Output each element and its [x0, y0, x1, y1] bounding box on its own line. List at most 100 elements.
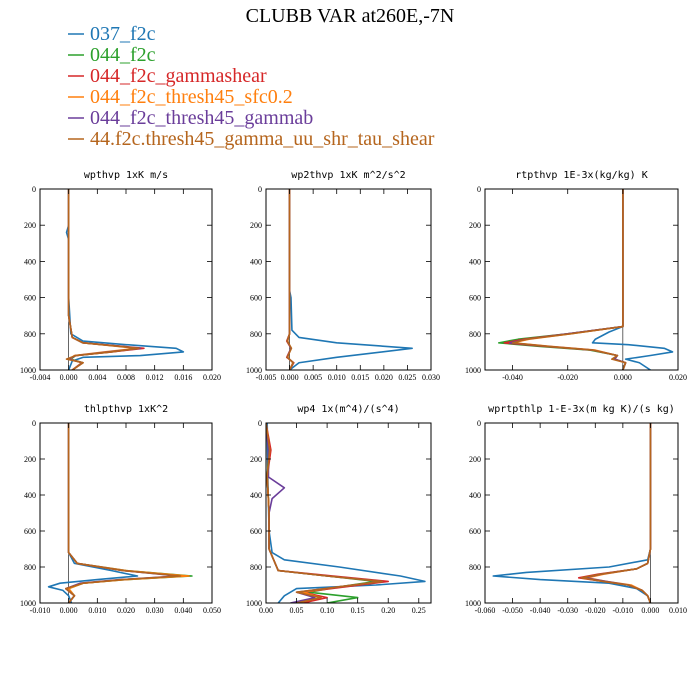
series-group [492, 423, 652, 603]
legend: 037_f2c044_f2c044_f2c_gammashear044_f2c_… [68, 23, 435, 150]
series-line-1 [266, 423, 426, 603]
series-line-4 [586, 423, 652, 603]
series-line-6 [65, 189, 140, 370]
x-tick-label: 0.00 [259, 606, 273, 615]
plot-frame [265, 422, 432, 604]
y-tick-label: 400 [469, 257, 481, 266]
x-tick-label: 0.010 [88, 606, 106, 615]
y-tick-label: 0 [258, 185, 262, 194]
y-tick-label: 0 [477, 185, 481, 194]
series-group [285, 189, 413, 370]
x-tick-label: -0.030 [557, 606, 578, 615]
y-tick-label: 0 [477, 419, 481, 428]
x-tick-label: 0.010 [669, 606, 687, 615]
y-tick-label: 200 [469, 221, 481, 230]
panel-title: wpthvp 1xK m/s [84, 170, 168, 181]
y-tick-label: 600 [469, 294, 481, 303]
x-tick-label: 0.010 [328, 373, 346, 382]
series-line-1 [591, 189, 674, 370]
x-tick-label: 0.005 [304, 373, 322, 382]
y-tick-label: 400 [250, 257, 262, 266]
legend-item: 044_f2c_thresh45_gammab [68, 107, 313, 129]
plot-frame [484, 188, 679, 371]
plot-frame [484, 422, 679, 604]
legend-item: 037_f2c [68, 23, 156, 45]
series-line-5 [65, 423, 179, 603]
x-tick-label: 0.050 [203, 606, 221, 615]
y-tick-label: 400 [24, 257, 36, 266]
y-tick-label: 0 [32, 419, 36, 428]
y-tick-label: 600 [24, 294, 36, 303]
y-tick-label: 200 [24, 455, 36, 464]
y-tick-label: 800 [469, 330, 481, 339]
series-line-6 [65, 423, 182, 603]
x-tick-label: -0.040 [502, 373, 523, 382]
y-tick-label: 600 [24, 527, 36, 536]
y-tick-label: 800 [469, 563, 481, 572]
series-line-6 [286, 189, 295, 370]
x-tick-label: -0.060 [475, 606, 496, 615]
panel-5: wp4 1x(m^4)/(s^4) 0.00 0.05 0.10 0.15 0.20 0.2… [246, 404, 432, 615]
series-line-4 [511, 189, 627, 370]
series-group [65, 189, 185, 370]
y-tick-label: 400 [24, 491, 36, 500]
legend-label: 044_f2c_thresh45_gammab [90, 107, 313, 129]
y-tick-label: 200 [469, 455, 481, 464]
x-tick-label: 0.030 [146, 606, 164, 615]
x-tick-label: 0.05 [290, 606, 304, 615]
x-tick-label: 0.20 [381, 606, 395, 615]
series-group [266, 423, 426, 603]
panel-6: wprtpthlp 1-E-3x(m kg K)/(s kg) -0.060 -0.… [465, 404, 687, 615]
panel-title: thlpthvp 1xK^2 [84, 404, 168, 415]
panel-4: thlpthvp 1xK^2 -0.010 0.000 0.010 0.020 0.030… [20, 404, 221, 615]
panel-title: wp2thvp 1xK m^2/s^2 [291, 170, 405, 181]
y-tick-label: 0 [32, 185, 36, 194]
y-tick-label: 600 [250, 527, 262, 536]
y-tick-label: 600 [469, 527, 481, 536]
plot-frame [39, 188, 213, 371]
x-tick-label: -0.005 [256, 373, 277, 382]
x-tick-label: 0.10 [320, 606, 334, 615]
x-tick-label: -0.020 [585, 606, 606, 615]
x-tick-label: 0.015 [351, 373, 369, 382]
x-tick-label: 0.020 [669, 373, 687, 382]
series-line-1 [492, 423, 652, 603]
legend-label: 044_f2c_gammashear [90, 65, 267, 87]
series-group [47, 423, 193, 603]
x-tick-label: 0.000 [281, 373, 299, 382]
x-tick-label: 0.020 [203, 373, 221, 382]
y-tick-label: 1000 [20, 366, 36, 375]
legend-item: 44.f2c.thresh45_gamma_uu_shr_tau_shear [68, 128, 435, 150]
x-tick-label: -0.040 [530, 606, 551, 615]
x-tick-label: 0.030 [422, 373, 440, 382]
y-tick-label: 200 [24, 221, 36, 230]
x-tick-label: 0.008 [117, 373, 135, 382]
y-tick-label: 1000 [246, 366, 262, 375]
y-tick-label: 800 [250, 330, 262, 339]
y-tick-label: 600 [250, 294, 262, 303]
panel-2: wp2thvp 1xK m^2/s^2 -0.005 0.000 0.005 0.010… [246, 170, 440, 382]
legend-label: 044_f2c_thresh45_sfc0.2 [90, 86, 293, 108]
y-tick-label: 1000 [465, 599, 481, 608]
y-tick-label: 0 [258, 419, 262, 428]
x-tick-label: 0.040 [174, 606, 192, 615]
series-group [497, 189, 674, 370]
series-line-6 [266, 423, 383, 603]
x-tick-label: 0.020 [117, 606, 135, 615]
y-tick-label: 400 [469, 491, 481, 500]
x-tick-label: 0.012 [146, 373, 164, 382]
plot-frame [265, 188, 432, 371]
legend-item: 044_f2c_thresh45_sfc0.2 [68, 86, 293, 108]
x-tick-label: 0.000 [614, 373, 632, 382]
y-tick-label: 400 [250, 491, 262, 500]
panel-title: wprtpthlp 1-E-3x(m kg K)/(s kg) [488, 404, 675, 415]
panel-3: rtpthvp 1E-3x(kg/kg) K -0.040 -0.020 0.000 0… [465, 170, 687, 382]
series-line-6 [511, 189, 627, 370]
x-tick-label: 0.000 [641, 606, 659, 615]
panel-title: wp4 1x(m^4)/(s^4) [297, 404, 399, 415]
x-tick-label: 0.016 [174, 373, 192, 382]
x-tick-label: -0.050 [502, 606, 523, 615]
x-tick-label: 0.025 [398, 373, 416, 382]
series-line-1 [65, 189, 185, 370]
x-tick-label: 0.000 [60, 373, 78, 382]
